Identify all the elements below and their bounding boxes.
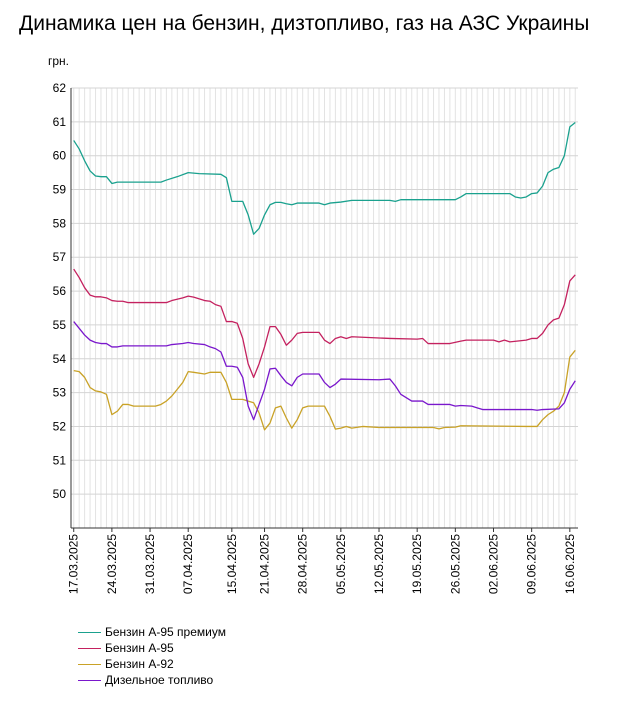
y-tick-label: 52 [53,419,67,433]
y-tick-label: 58 [53,216,67,230]
x-tick-label: 07.04.2025 [181,534,195,594]
x-tick-label: 17.03.2025 [67,534,81,594]
x-tick-label: 19.05.2025 [410,534,424,594]
y-tick-label: 54 [53,352,67,366]
y-tick-label: 59 [53,183,67,197]
legend: Бензин А-95 премиум Бензин А-95 Бензин А-9… [78,624,226,688]
x-tick-label: 02.06.2025 [487,534,501,594]
y-tick-label: 56 [53,284,67,298]
x-tick-label: 24.03.2025 [105,534,119,594]
series-line-4 [73,321,576,421]
tick-labels: 50 51 52 53 54 55 56 57 58 59 60 61 62 грн. 17.03.2025… [48,54,577,594]
x-tick-label: 15.04.2025 [225,534,239,594]
series-line-3 [73,349,576,431]
legend-swatch [78,647,101,649]
y-tick-label: 50 [53,487,67,501]
series-line-2 [73,268,576,379]
legend-swatch [78,663,101,665]
legend-label: Бензин А-95 премиум [105,625,226,639]
legend-label: Бензин А-92 [105,657,174,671]
legend-item: Бензин А-95 премиум [78,624,226,640]
legend-label: Дизельное топливо [105,673,214,687]
series-lines [73,122,576,431]
y-tick-label: 60 [53,149,67,163]
y-tick-label: 51 [53,453,67,467]
x-tick-label: 21.04.2025 [258,534,272,594]
legend-item: Бензин А-92 [78,656,226,672]
y-axis-label: грн. [48,54,69,68]
grid [71,87,578,528]
axes [70,88,578,532]
x-tick-label: 28.04.2025 [296,534,310,594]
x-tick-label: 31.03.2025 [143,534,157,594]
legend-swatch [78,679,101,681]
x-tick-label: 26.05.2025 [448,534,462,594]
x-tick-label: 12.05.2025 [372,534,386,594]
y-tick-label: 55 [53,318,67,332]
legend-item: Бензин А-95 [78,640,226,656]
series-line-1 [73,122,576,235]
x-tick-label: 09.06.2025 [525,534,539,594]
y-tick-label: 62 [53,81,67,95]
legend-item: Дизельное топливо [78,672,226,688]
y-tick-label: 61 [53,115,67,129]
chart-title: Динамика цен на бензин, дизтопливо, газ … [19,12,590,35]
x-tick-label: 16.06.2025 [563,534,577,594]
legend-label: Бензин А-95 [105,641,174,655]
legend-swatch [78,631,101,633]
y-tick-label: 57 [53,250,67,264]
y-tick-label: 53 [53,386,67,400]
x-tick-label: 05.05.2025 [334,534,348,594]
